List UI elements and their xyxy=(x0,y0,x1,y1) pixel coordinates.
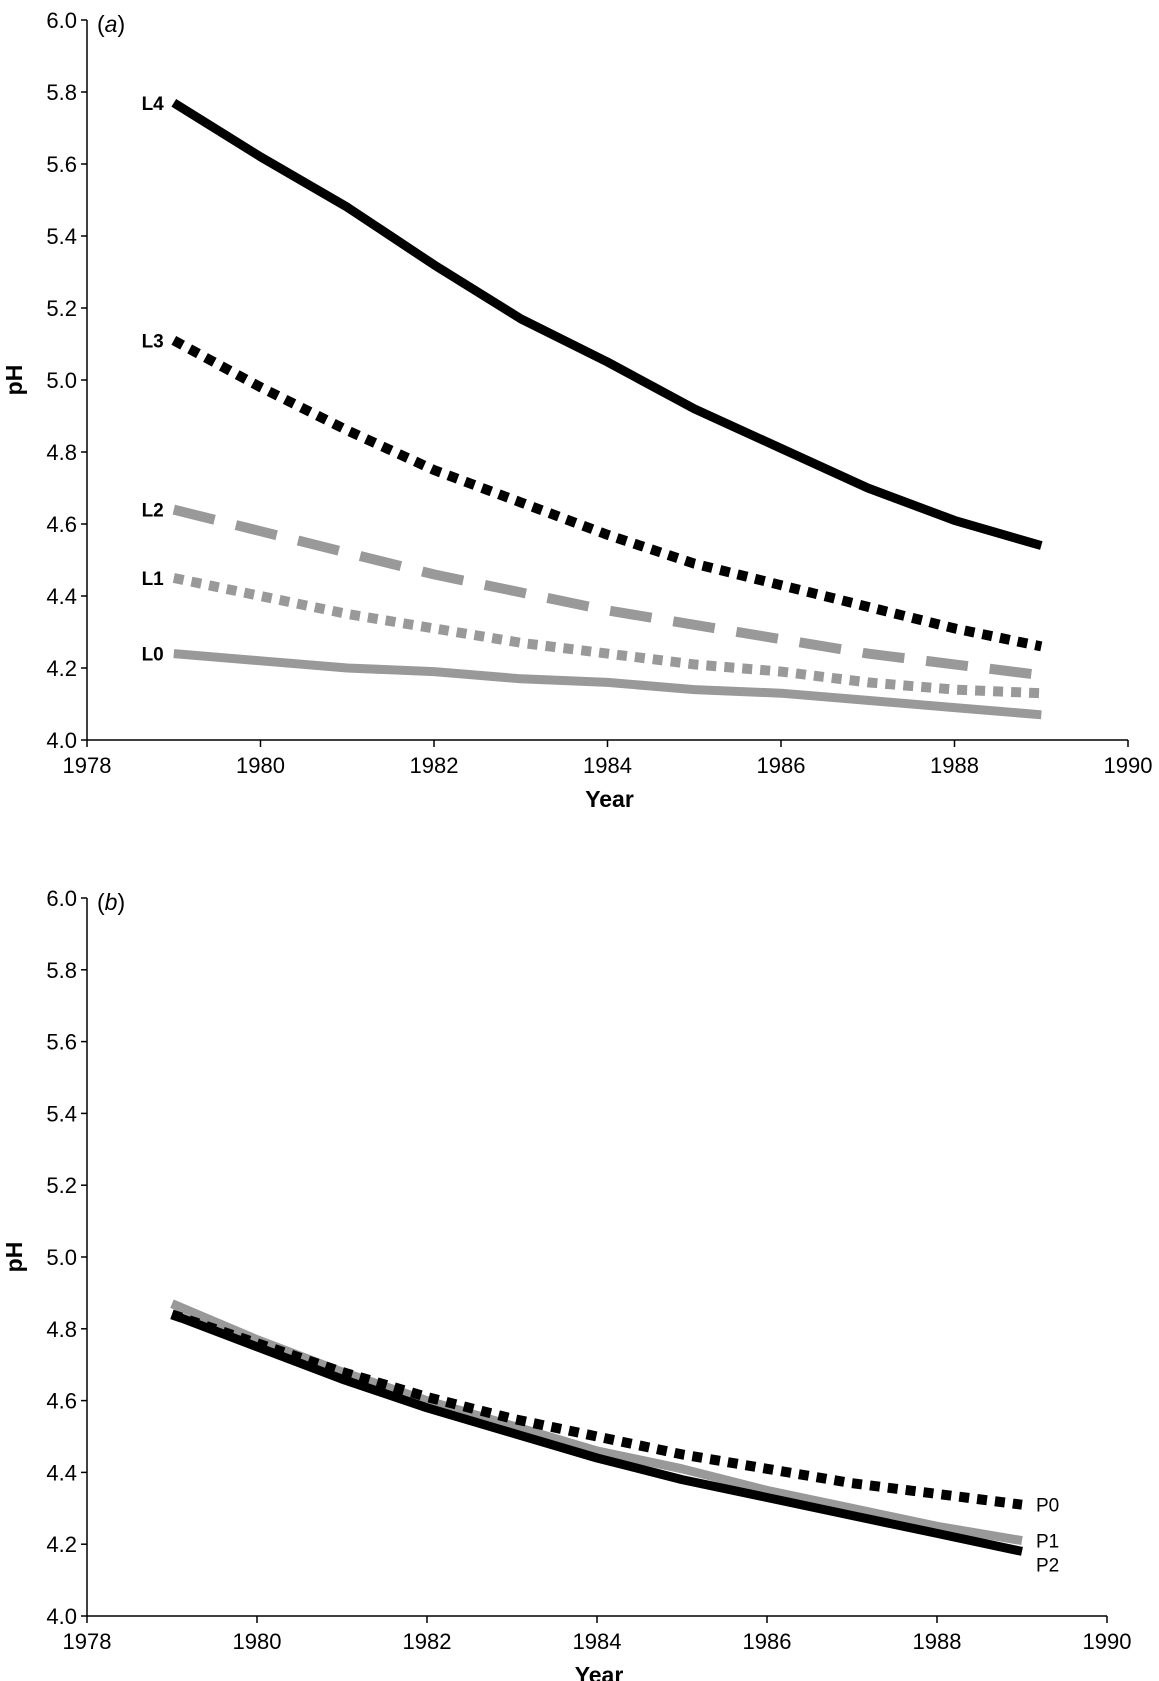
y-tick-label: 6.0 xyxy=(46,8,77,33)
x-tick-label: 1982 xyxy=(410,753,459,778)
y-tick-label: 5.8 xyxy=(46,958,77,983)
y-tick-label: 5.0 xyxy=(46,368,77,393)
panel-label: (a) xyxy=(97,11,125,37)
y-tick-label: 4.0 xyxy=(46,728,77,753)
series-line-p0 xyxy=(170,1309,1023,1510)
series-line-p1 xyxy=(170,1299,1023,1546)
series-line-l3 xyxy=(171,336,1043,652)
x-tick-label: 1990 xyxy=(1104,753,1153,778)
y-tick-label: 4.4 xyxy=(46,1460,77,1485)
y-tick-label: 4.2 xyxy=(46,1532,77,1557)
x-tick-label: 1984 xyxy=(573,1629,622,1654)
y-tick-label: 5.0 xyxy=(46,1245,77,1270)
x-tick-label: 1986 xyxy=(743,1629,792,1654)
x-tick-label: 1988 xyxy=(930,753,979,778)
series-line-l4 xyxy=(171,98,1043,550)
y-axis-title: pH xyxy=(1,1242,27,1273)
x-tick-label: 1978 xyxy=(63,1629,112,1654)
y-tick-label: 4.6 xyxy=(46,512,77,537)
x-tick-label: 1984 xyxy=(583,753,632,778)
x-tick-label: 1990 xyxy=(1083,1629,1132,1654)
y-tick-label: 5.2 xyxy=(46,1173,77,1198)
series-label-p1: P1 xyxy=(1036,1532,1059,1553)
series-line-l0 xyxy=(173,649,1042,720)
series-line-p2 xyxy=(170,1310,1023,1556)
series-line-l2 xyxy=(172,504,1042,681)
chart-panel-a: 4.0 4.2 4.4 4.6 4.8 5.0 5.2 5.4 5.6 5.8 6.0 1978 198… xyxy=(1,8,1152,812)
series-line-l1 xyxy=(172,573,1042,699)
y-tick-label: 5.8 xyxy=(46,80,77,105)
x-tick-label: 1986 xyxy=(757,753,806,778)
x-tick-label: 1978 xyxy=(63,753,112,778)
x-axis-title: Year xyxy=(575,1662,624,1681)
series-label-l2: L2 xyxy=(142,501,164,522)
panel-label: (b) xyxy=(97,889,125,915)
y-tick-label: 4.8 xyxy=(46,440,77,465)
series-label-l0: L0 xyxy=(142,645,164,666)
y-tick-label: 5.4 xyxy=(46,224,77,249)
series-label-p2: P2 xyxy=(1036,1556,1059,1577)
y-axis-title: pH xyxy=(1,365,27,396)
x-tick-label: 1988 xyxy=(913,1629,962,1654)
series-label-l1: L1 xyxy=(142,569,165,590)
chart-panel-b: 4.0 4.2 4.4 4.6 4.8 5.0 5.2 5.4 5.6 5.8 6.0 1978 198… xyxy=(1,886,1131,1681)
y-tick-label: 5.6 xyxy=(46,152,77,177)
y-tick-label: 5.6 xyxy=(46,1030,77,1055)
y-tick-label: 4.0 xyxy=(46,1604,77,1629)
x-tick-label: 1982 xyxy=(403,1629,452,1654)
y-tick-label: 4.4 xyxy=(46,584,77,609)
x-tick-label: 1980 xyxy=(233,1629,282,1654)
y-tick-label: 4.8 xyxy=(46,1317,77,1342)
series-label-l3: L3 xyxy=(142,331,164,352)
series-label-l4: L4 xyxy=(142,94,165,115)
y-tick-label: 4.6 xyxy=(46,1389,77,1414)
y-tick-label: 6.0 xyxy=(46,886,77,911)
y-tick-label: 5.4 xyxy=(46,1101,77,1126)
x-axis-title: Year xyxy=(585,786,634,812)
y-tick-label: 5.2 xyxy=(46,296,77,321)
series-label-p0: P0 xyxy=(1036,1496,1059,1517)
x-tick-label: 1980 xyxy=(236,753,285,778)
y-tick-label: 4.2 xyxy=(46,656,77,681)
